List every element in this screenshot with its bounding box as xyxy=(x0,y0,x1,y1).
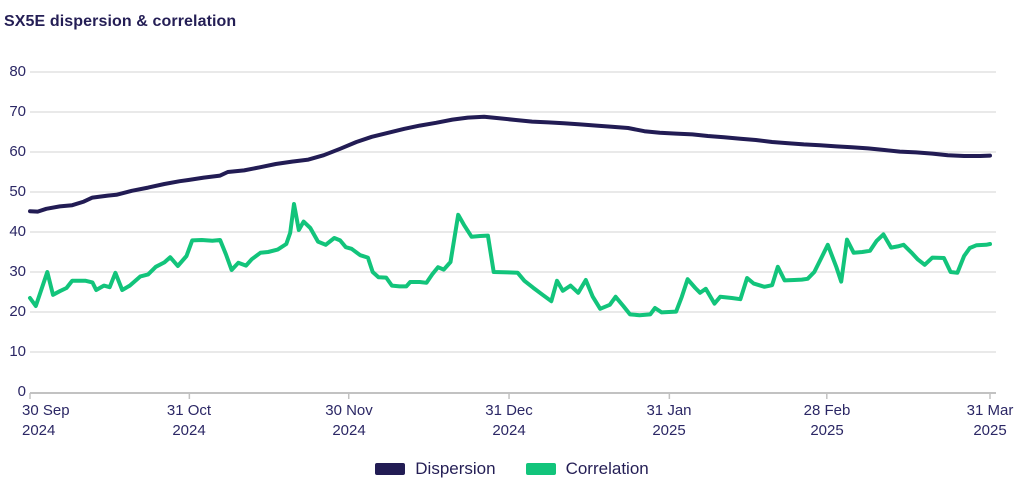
y-axis-tick-label: 0 xyxy=(17,383,26,400)
y-axis-tick-label: 50 xyxy=(9,183,26,200)
y-axis-tick-label: 20 xyxy=(9,303,26,320)
x-axis-tick-label: 30 Nov 2024 xyxy=(325,402,373,439)
y-axis-tick-label: 10 xyxy=(9,343,26,360)
chart-title: SX5E dispersion & correlation xyxy=(4,13,237,30)
x-axis-tick-label: 31 Dec 2024 xyxy=(485,402,533,439)
correlation-line xyxy=(28,202,992,318)
dispersion-legend-swatch xyxy=(375,463,406,475)
y-axis-tick-label: 30 xyxy=(9,263,26,280)
x-axis-tick-label: 30 Sep 2024 xyxy=(22,402,70,439)
correlation-legend-swatch xyxy=(525,463,556,475)
x-axis-tick-label: 31 Jan 2025 xyxy=(646,402,692,439)
legend-label: Correlation xyxy=(565,459,649,478)
x-axis-tick-label: 31 Mar 2025 xyxy=(966,402,1014,439)
x-axis-tick-label: 28 Feb 2025 xyxy=(803,402,851,439)
dispersion-line xyxy=(28,114,992,214)
legend: Dispersion Correlation xyxy=(0,459,1024,479)
y-axis-tick-label: 40 xyxy=(9,223,26,240)
y-axis-tick-label: 70 xyxy=(9,103,26,120)
legend-item-correlation: Correlation xyxy=(525,459,649,479)
y-axis-tick-label: 80 xyxy=(9,63,26,80)
legend-item-dispersion: Dispersion xyxy=(375,459,496,479)
x-axis-tick-label: 31 Oct 2024 xyxy=(166,402,212,439)
y-axis-tick-label: 60 xyxy=(9,143,26,160)
legend-label: Dispersion xyxy=(415,459,496,478)
